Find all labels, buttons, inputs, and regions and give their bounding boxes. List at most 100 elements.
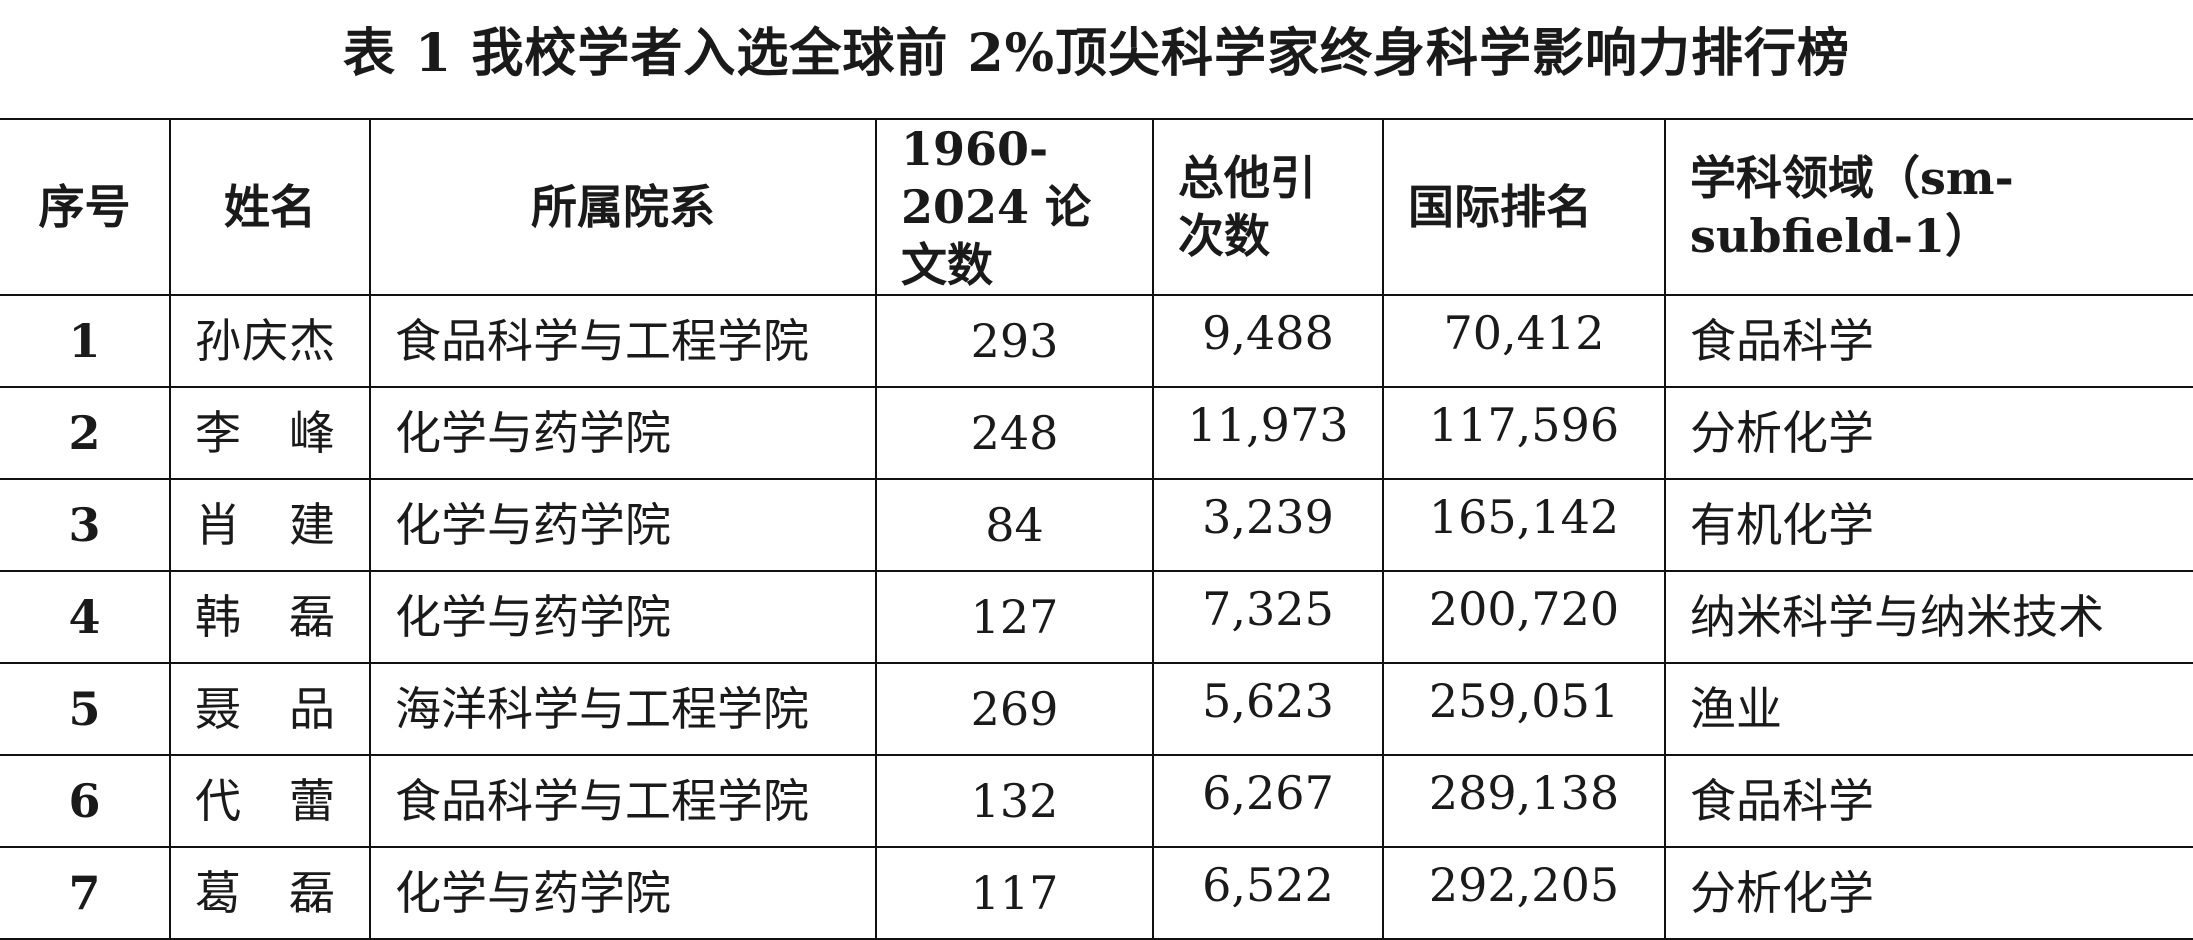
table-row: 3 肖 建 化学与药学院 84 3,239 165,142 有机化学 (0, 478, 2193, 572)
citation-count-cell: 3,239 (1152, 478, 1384, 572)
global-rank-cell: 289,138 (1382, 754, 1666, 848)
paper-count-cell-text: 127 (970, 590, 1059, 644)
paper-count-cell-text: 293 (970, 314, 1059, 368)
row-index-cell: 6 (0, 754, 171, 848)
scholar-name-cell: 代 蕾 (169, 754, 371, 848)
row-index-cell-text: 5 (68, 682, 101, 736)
citation-count-cell: 5,623 (1152, 662, 1384, 756)
table-row: 2 李 峰 化学与药学院 248 11,973 117,596 分析化学 (0, 386, 2193, 480)
scholar-name-cell-text: 孙庆杰 (195, 314, 336, 368)
scholar-name-cell-text: 李 峰 (195, 406, 336, 460)
department-cell-text: 食品科学与工程学院 (395, 774, 809, 828)
global-rank-cell: 165,142 (1382, 478, 1666, 572)
header-row: 序号 姓名 所属院系 1960-2024 论文数 总他引 次数 国际排名 学科领… (0, 118, 2193, 296)
scholar-name-cell-text: 聂 品 (195, 682, 336, 736)
global-rank-cell: 200,720 (1382, 570, 1666, 664)
subject-field-cell: 食品科学 (1664, 294, 2193, 388)
subject-field-cell-text: 食品科学 (1690, 774, 1874, 828)
subject-field-cell-text: 纳米科学与纳米技术 (1690, 590, 2104, 644)
department-cell: 食品科学与工程学院 (369, 754, 877, 848)
citation-count-cell: 6,522 (1152, 846, 1384, 940)
scholar-name-cell-text: 代 蕾 (195, 774, 336, 828)
department-cell-text: 化学与药学院 (395, 406, 671, 460)
scholar-name-cell: 葛 磊 (169, 846, 371, 940)
paper-count-cell: 117 (875, 846, 1154, 940)
paper-count-cell: 132 (875, 754, 1154, 848)
paper-count-cell-text: 248 (970, 406, 1059, 460)
subject-field-cell-text: 分析化学 (1690, 866, 1874, 920)
table-row: 6 代 蕾 食品科学与工程学院 132 6,267 289,138 食品科学 (0, 754, 2193, 848)
subject-field-cell: 纳米科学与纳米技术 (1664, 570, 2193, 664)
department-cell-text: 食品科学与工程学院 (395, 314, 809, 368)
citation-count-cell: 7,325 (1152, 570, 1384, 664)
department-cell: 化学与药学院 (369, 386, 877, 480)
scholar-name-cell: 肖 建 (169, 478, 371, 572)
global-rank-cell-text: 289,138 (1428, 766, 1620, 820)
subject-field-cell-text: 有机化学 (1690, 498, 1874, 552)
global-rank-cell-text: 292,205 (1428, 858, 1620, 912)
paper-count-cell: 269 (875, 662, 1154, 756)
table-row: 5 聂 品 海洋科学与工程学院 269 5,623 259,051 渔业 (0, 662, 2193, 756)
department-cell: 食品科学与工程学院 (369, 294, 877, 388)
global-rank-cell-text: 200,720 (1428, 582, 1620, 636)
scholar-name-cell-text: 韩 磊 (195, 590, 336, 644)
row-index-cell: 2 (0, 386, 171, 480)
scholar-name-cell-text: 肖 建 (195, 498, 336, 552)
paper-count-cell: 248 (875, 386, 1154, 480)
global-rank-cell-text: 70,412 (1443, 306, 1605, 360)
table-title: 表 1 我校学者入选全球前 2%顶尖科学家终身科学影响力排行榜 (342, 23, 1851, 84)
citation-count-cell-text: 6,267 (1202, 766, 1334, 820)
paper-count-cell: 127 (875, 570, 1154, 664)
row-index-cell-text: 4 (68, 590, 101, 644)
subject-field-cell: 分析化学 (1664, 846, 2193, 940)
citation-count-cell: 11,973 (1152, 386, 1384, 480)
citation-count-cell: 9,488 (1152, 294, 1384, 388)
global-rank-cell-text: 165,142 (1428, 490, 1620, 544)
department-cell: 化学与药学院 (369, 846, 877, 940)
citation-count-cell-text: 7,325 (1202, 582, 1334, 636)
table-row: 7 葛 磊 化学与药学院 117 6,522 292,205 分析化学 (0, 846, 2193, 940)
scholar-name-cell: 孙庆杰 (169, 294, 371, 388)
global-rank-cell: 70,412 (1382, 294, 1666, 388)
department-cell: 化学与药学院 (369, 478, 877, 572)
citation-count-cell-text: 9,488 (1202, 306, 1334, 360)
row-index-cell: 3 (0, 478, 171, 572)
table-row: 1 孙庆杰 食品科学与工程学院 293 9,488 70,412 食品科学 (0, 294, 2193, 388)
scholar-name-cell: 聂 品 (169, 662, 371, 756)
paper-count-cell-text: 84 (985, 498, 1044, 552)
department-cell: 化学与药学院 (369, 570, 877, 664)
scholar-name-cell-text: 葛 磊 (195, 866, 336, 920)
subject-field-cell-text: 渔业 (1690, 682, 1782, 736)
global-rank-cell: 259,051 (1382, 662, 1666, 756)
scholar-name-cell: 李 峰 (169, 386, 371, 480)
ranking-table: 序号 姓名 所属院系 1960-2024 论文数 总他引 次数 国际排名 学科领… (0, 118, 2193, 940)
citation-count-cell-text: 3,239 (1202, 490, 1334, 544)
citation-count-cell-text: 5,623 (1202, 674, 1334, 728)
row-index-cell: 1 (0, 294, 171, 388)
row-index-cell-text: 7 (68, 866, 101, 920)
subject-field-cell: 有机化学 (1664, 478, 2193, 572)
subject-field-cell: 分析化学 (1664, 386, 2193, 480)
department-cell-text: 化学与药学院 (395, 866, 671, 920)
subject-field-cell-text: 分析化学 (1690, 406, 1874, 460)
header-cell-department: 所属院系 (369, 118, 877, 296)
row-index-cell-text: 3 (68, 498, 101, 552)
paper-count-cell-text: 269 (970, 682, 1059, 736)
scholar-name-cell: 韩 磊 (169, 570, 371, 664)
department-cell-text: 化学与药学院 (395, 590, 671, 644)
paper-count-cell-text: 117 (970, 866, 1059, 920)
row-index-cell: 4 (0, 570, 171, 664)
row-index-cell-text: 2 (68, 406, 101, 460)
global-rank-cell: 117,596 (1382, 386, 1666, 480)
header-cell-rank: 国际排名 (1382, 118, 1666, 296)
paper-count-cell: 84 (875, 478, 1154, 572)
row-index-cell-text: 1 (68, 314, 101, 368)
header-cell-papers: 1960-2024 论文数 (875, 118, 1154, 296)
subject-field-cell-text: 食品科学 (1690, 314, 1874, 368)
header-cell-name: 姓名 (169, 118, 371, 296)
paper-count-cell: 293 (875, 294, 1154, 388)
table-row: 4 韩 磊 化学与药学院 127 7,325 200,720 纳米科学与纳米技术 (0, 570, 2193, 664)
citation-count-cell: 6,267 (1152, 754, 1384, 848)
global-rank-cell-text: 259,051 (1428, 674, 1620, 728)
global-rank-cell: 292,205 (1382, 846, 1666, 940)
